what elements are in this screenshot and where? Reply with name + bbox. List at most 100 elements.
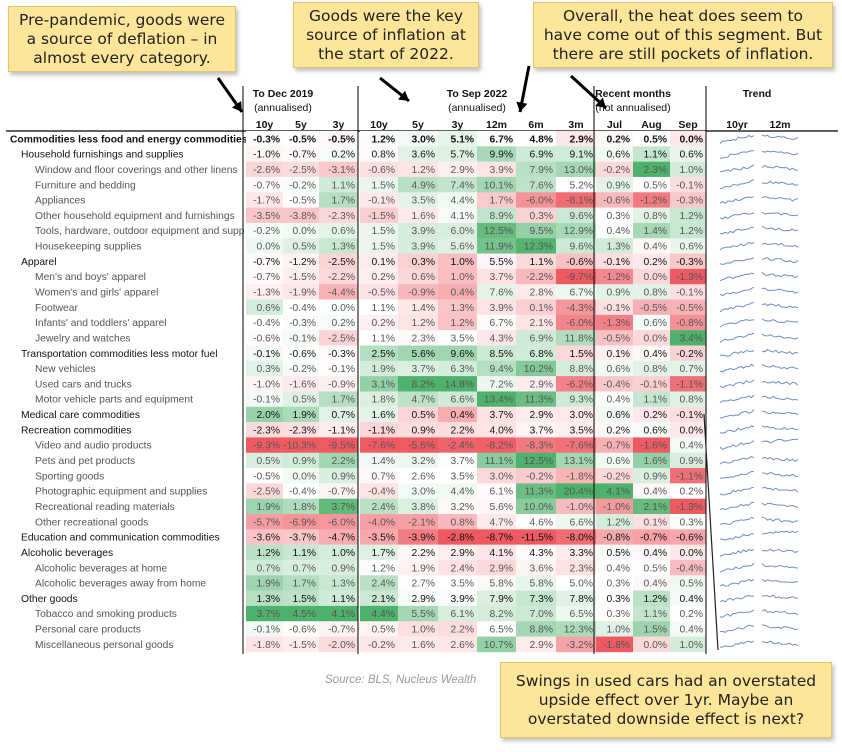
heat-cell (319, 636, 358, 653)
heat-cell (516, 222, 556, 239)
cell-value: 0.6% (412, 272, 435, 283)
heat-cell (283, 360, 319, 377)
arrow-pre-pandemic-head (231, 101, 242, 112)
row-label: Education and communication commodities (21, 533, 220, 544)
cell-value: -9.5% (328, 441, 355, 452)
cell-value: 5.1% (451, 134, 474, 145)
annotation-pre-pandemic: Pre-pandemic, goods were a source of def… (8, 6, 236, 72)
heat-cell (556, 299, 596, 316)
heat-cell (556, 452, 596, 469)
cell-value: 11.9% (485, 242, 513, 253)
trend-sparkline (761, 517, 799, 523)
cell-value: -8.3% (526, 441, 553, 452)
cell-value: -0.6% (289, 349, 316, 360)
cell-value: -2.3% (289, 425, 316, 436)
cell-value: 2.0% (257, 410, 280, 421)
heat-cell (477, 636, 516, 653)
heat-cell (398, 238, 438, 254)
heat-cell (360, 437, 398, 454)
heat-cell (283, 284, 319, 300)
heat-cell (246, 131, 283, 147)
heat-cell (360, 146, 398, 162)
row-label: Jewelry and watches (35, 333, 131, 344)
heat-cell (477, 299, 516, 316)
cell-value: 1.3% (332, 579, 355, 590)
cell-value: 0.8% (644, 364, 667, 375)
cell-value: -0.4% (676, 563, 703, 574)
heat-cell (556, 636, 596, 653)
heat-cell (596, 391, 633, 408)
heat-cell (556, 575, 596, 591)
trend-sparkline (719, 595, 755, 603)
cell-value: 6.7% (570, 288, 593, 299)
cell-value: -1.1% (368, 425, 395, 436)
heat-cell (283, 422, 319, 438)
heat-cell (438, 452, 477, 469)
cell-value: 1.5% (372, 226, 395, 237)
heat-cell (556, 161, 596, 178)
heat-cell (596, 146, 633, 162)
cell-value: 1.9% (257, 502, 280, 513)
cell-value: 0.7% (332, 410, 355, 421)
heat-cell (246, 544, 283, 561)
row-label: Pets and pet products (35, 456, 135, 467)
heat-cell (670, 498, 706, 515)
heat-cell (670, 268, 706, 285)
cell-value: 0.2% (644, 410, 667, 421)
heat-cell (516, 131, 556, 147)
trend-sparkline (761, 271, 799, 279)
heat-cell (633, 422, 670, 438)
cell-value: 4.3% (530, 548, 553, 559)
cell-value: 0.4% (680, 594, 703, 605)
heat-cell (283, 222, 319, 239)
heat-cell (283, 498, 319, 515)
heat-cell (246, 590, 283, 607)
cell-value: 3.9% (412, 242, 435, 253)
heat-cell (246, 314, 283, 331)
heat-cell (438, 575, 477, 591)
cell-value: -0.1% (603, 303, 630, 314)
heat-cell (596, 161, 633, 178)
heat-cell (398, 452, 438, 469)
cell-value: 10.2% (524, 364, 553, 375)
heat-cell (246, 559, 283, 576)
cell-value: 1.1% (372, 303, 395, 314)
group-subtitle-0: (annualised) (254, 102, 312, 114)
heat-cell (398, 422, 438, 438)
heat-cell (596, 544, 633, 561)
heat-cell (438, 391, 477, 408)
heat-cell (319, 314, 358, 331)
cell-value: 1.2% (607, 517, 630, 528)
heat-cell (556, 498, 596, 515)
cell-value: 1.5% (372, 242, 395, 253)
heat-cell (596, 314, 633, 331)
trend-sparkline (762, 530, 799, 535)
cell-value: 2.3% (644, 165, 667, 176)
cell-value: -1.2% (289, 257, 316, 268)
cell-value: -1.5% (289, 272, 316, 283)
cell-value: 1.5% (570, 349, 593, 360)
cell-value: 0.7% (257, 563, 280, 574)
row-label: Furniture and bedding (35, 180, 136, 191)
heat-cell (633, 192, 670, 208)
heat-cell (360, 376, 398, 392)
cell-value: -1.1% (328, 425, 355, 436)
heat-cell (246, 452, 283, 469)
cell-value: 0.1% (644, 517, 667, 528)
heat-cell (633, 636, 670, 653)
heat-cell (556, 468, 596, 484)
trend-sparkline (719, 286, 755, 297)
column-header-3: 10y (370, 119, 388, 131)
cell-value: -1.6% (640, 441, 667, 452)
heat-cell (556, 330, 596, 346)
heat-cell (596, 636, 633, 653)
heat-cell (246, 268, 283, 285)
cell-value: 0.9% (332, 471, 355, 482)
heat-cell (360, 406, 398, 423)
heat-cell (319, 268, 358, 285)
heat-cell (319, 621, 358, 637)
heat-cell (670, 452, 706, 469)
heat-cell (398, 146, 438, 162)
heat-cell (283, 452, 319, 469)
cell-value: -0.5% (603, 333, 630, 344)
